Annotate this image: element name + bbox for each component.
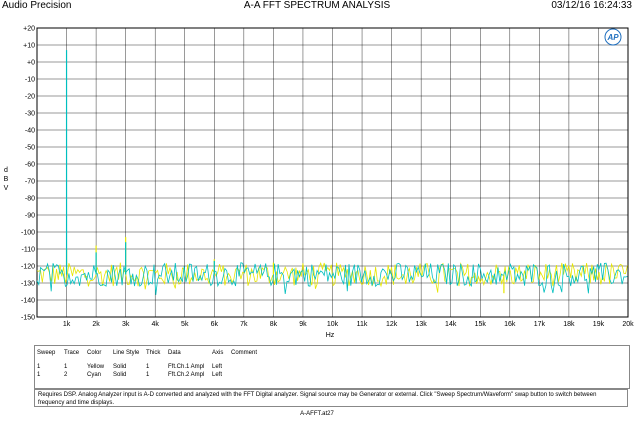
legend-row: 1 2 Cyan Solid 1 Fft.Ch.2 Ampl Left — [35, 370, 629, 380]
legend-cell-data: Fft.Ch.1 Ampl — [168, 364, 205, 370]
file-name: A-AFFT.at27 — [300, 411, 334, 417]
y-tick-label: +0 — [27, 60, 35, 67]
x-tick-label: 15k — [475, 321, 487, 328]
legend-header-trace: Trace — [64, 350, 80, 356]
x-axis-label: Hz — [326, 332, 335, 339]
y-tick-label: -100 — [21, 230, 35, 237]
y-tick-label: -120 — [21, 264, 35, 271]
x-tick-label: 2k — [92, 321, 100, 328]
ap-logo-icon: AP — [604, 28, 622, 46]
series-line-cyan — [36, 262, 628, 295]
legend-cell-thick: 1 — [146, 372, 150, 378]
x-tick-label: 1k — [63, 321, 71, 328]
x-tick-label: 13k — [416, 321, 428, 328]
legend-cell-color: Cyan — [87, 372, 102, 378]
series-lines — [36, 262, 628, 295]
x-tick-labels: 1k 2k 3k 4k 5k 6k 7k 8k 9k 10k 11k 12k 13k 14k 15k 16k 1… — [63, 321, 634, 328]
legend-header-color: Color — [87, 350, 102, 356]
y-tick-label: -40 — [25, 128, 35, 135]
legend-header-thick: Thick — [146, 350, 161, 356]
legend-cell-color: Yellow — [87, 364, 105, 370]
y-tick-label: -20 — [25, 94, 35, 101]
x-tick-label: 16k — [504, 321, 516, 328]
header-timestamp: 03/12/16 16:24:33 — [551, 0, 632, 11]
legend-header-data: Data — [168, 350, 181, 356]
y-tick-label: -60 — [25, 162, 35, 169]
legend-header-axis: Axis — [212, 350, 224, 356]
x-tick-label: 4k — [151, 321, 159, 328]
y-tick-label: -110 — [22, 247, 36, 254]
series-peaks — [65, 50, 505, 294]
x-tick-label: 19k — [593, 321, 605, 328]
legend-cell-axis: Left — [212, 364, 223, 370]
legend-table: Sweep Trace Color Line Style Thick Data … — [34, 345, 630, 389]
legend-header-row: Sweep Trace Color Line Style Thick Data … — [35, 348, 629, 358]
legend-cell-trace: 1 — [64, 364, 68, 370]
x-tick-label: 5k — [181, 321, 189, 328]
svg-text:AP: AP — [606, 33, 619, 42]
x-tick-label: 6k — [211, 321, 219, 328]
legend-cell-trace: 2 — [64, 372, 68, 378]
legend-cell-sweep: 1 — [37, 372, 41, 378]
legend-cell-sweep: 1 — [37, 364, 41, 370]
y-tick-label: -50 — [25, 145, 35, 152]
legend-row: 1 1 Yellow Solid 1 Fft.Ch.1 Ampl Left — [35, 362, 629, 372]
chart-title: A-A FFT SPECTRUM ANALYSIS — [243, 0, 391, 11]
legend-cell-axis: Left — [212, 372, 223, 378]
y-tick-label: -90 — [25, 213, 35, 220]
legend-cell-thick: 1 — [146, 364, 150, 370]
x-tick-label: 17k — [534, 321, 546, 328]
legend-header-comment: Comment — [231, 350, 258, 356]
legend-cell-line-style: Solid — [113, 364, 127, 370]
legend-header-line-style: Line Style — [113, 350, 140, 356]
y-tick-label: -150 — [21, 315, 35, 322]
y-tick-labels: +20 +10 +0 -10 -20 -30 -40 -50 -60 -70 -80 -90 -100 -… — [21, 26, 35, 322]
y-tick-label: +20 — [23, 26, 35, 33]
y-tick-label: -70 — [25, 179, 35, 186]
y-tick-label: +10 — [23, 43, 35, 50]
x-tick-label: 20k — [622, 321, 634, 328]
legend-cell-line-style: Solid — [113, 372, 127, 378]
y-tick-label: -30 — [25, 111, 35, 118]
y-tick-label: -130 — [21, 281, 35, 288]
x-tick-label: 12k — [386, 321, 398, 328]
x-tick-label: 14k — [445, 321, 457, 328]
y-tick-label: -10 — [25, 77, 35, 84]
spectrum-chart: +20 +10 +0 -10 -20 -30 -40 -50 -60 -70 -80 -90 -100 -… — [4, 26, 634, 340]
x-tick-label: 8k — [270, 321, 278, 328]
x-tick-label: 7k — [240, 321, 248, 328]
x-tick-label: 11k — [357, 321, 368, 328]
x-tick-label: 18k — [563, 321, 575, 328]
header-left: Audio Precision — [2, 0, 72, 11]
legend-header-sweep: Sweep — [37, 350, 56, 356]
x-tick-label: 3k — [122, 321, 130, 328]
legend-cell-data: Fft.Ch.2 Ampl — [168, 372, 205, 378]
x-tick-label: 10k — [327, 321, 339, 328]
y-tick-label: -80 — [25, 196, 35, 203]
x-tick-label: 9k — [299, 321, 307, 328]
y-tick-label: -140 — [21, 298, 35, 305]
description-note: Requires DSP. Analog Analyzer input is A… — [34, 389, 628, 407]
